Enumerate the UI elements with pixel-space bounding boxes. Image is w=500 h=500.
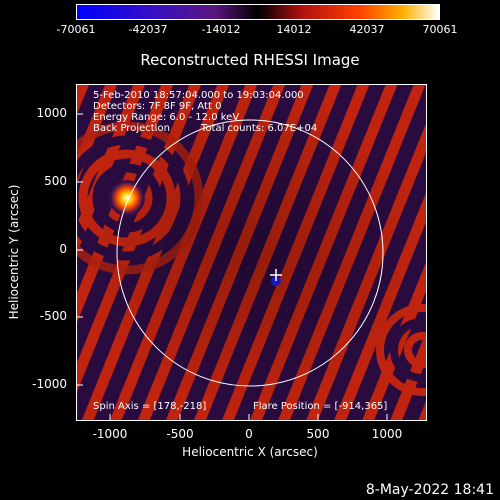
image-title: Reconstructed RHESSI Image <box>140 51 360 69</box>
flare-source <box>111 182 143 214</box>
y-axis-label: Heliocentric Y (arcsec) <box>7 184 21 320</box>
x-tick: 0 <box>245 427 253 441</box>
info-flare-position: Flare Position = [-914,365] <box>253 401 388 412</box>
y-tick: 1000 <box>36 106 67 120</box>
x-tick: 500 <box>306 427 330 441</box>
colorbar-tick: -14012 <box>201 23 241 36</box>
spin-axis-marker <box>270 269 282 286</box>
colorbar-tick: -70061 <box>56 23 96 36</box>
colorbar-tick: 70061 <box>422 23 458 36</box>
x-axis-label: Heliocentric X (arcsec) <box>182 445 318 459</box>
info-energy: Energy Range: 6.0 - 12.0 keV <box>93 112 240 123</box>
info-spin-axis: Spin Axis = [178,-218] <box>93 401 207 412</box>
x-tick: -1000 <box>92 427 128 441</box>
image-canvas <box>77 85 426 420</box>
info-detectors: Detectors: 7F 8F 9F, Att 0 <box>93 101 222 112</box>
x-tick: -500 <box>166 427 194 441</box>
y-tick: 0 <box>59 242 67 256</box>
footer-date: 8-May-2022 18:41 <box>365 482 494 498</box>
colorbar-tick: 14012 <box>276 23 312 36</box>
y-tick: -1000 <box>32 377 67 391</box>
info-method: Back Projection <box>93 123 170 134</box>
colorbar-tick: 42037 <box>349 23 385 36</box>
y-tick: -500 <box>39 309 67 323</box>
y-tick: 500 <box>44 174 67 188</box>
colorbar <box>76 4 440 20</box>
rhessi-image: 5-Feb-2010 18:57:04.000 to 19:03:04.000 … <box>76 84 427 421</box>
colorbar-tick: -42037 <box>128 23 168 36</box>
info-counts: Total counts: 6.07E+04 <box>201 123 318 134</box>
solar-limb <box>116 119 384 387</box>
info-time-range: 5-Feb-2010 18:57:04.000 to 19:03:04.000 <box>93 90 304 101</box>
x-tick: 1000 <box>371 427 403 441</box>
